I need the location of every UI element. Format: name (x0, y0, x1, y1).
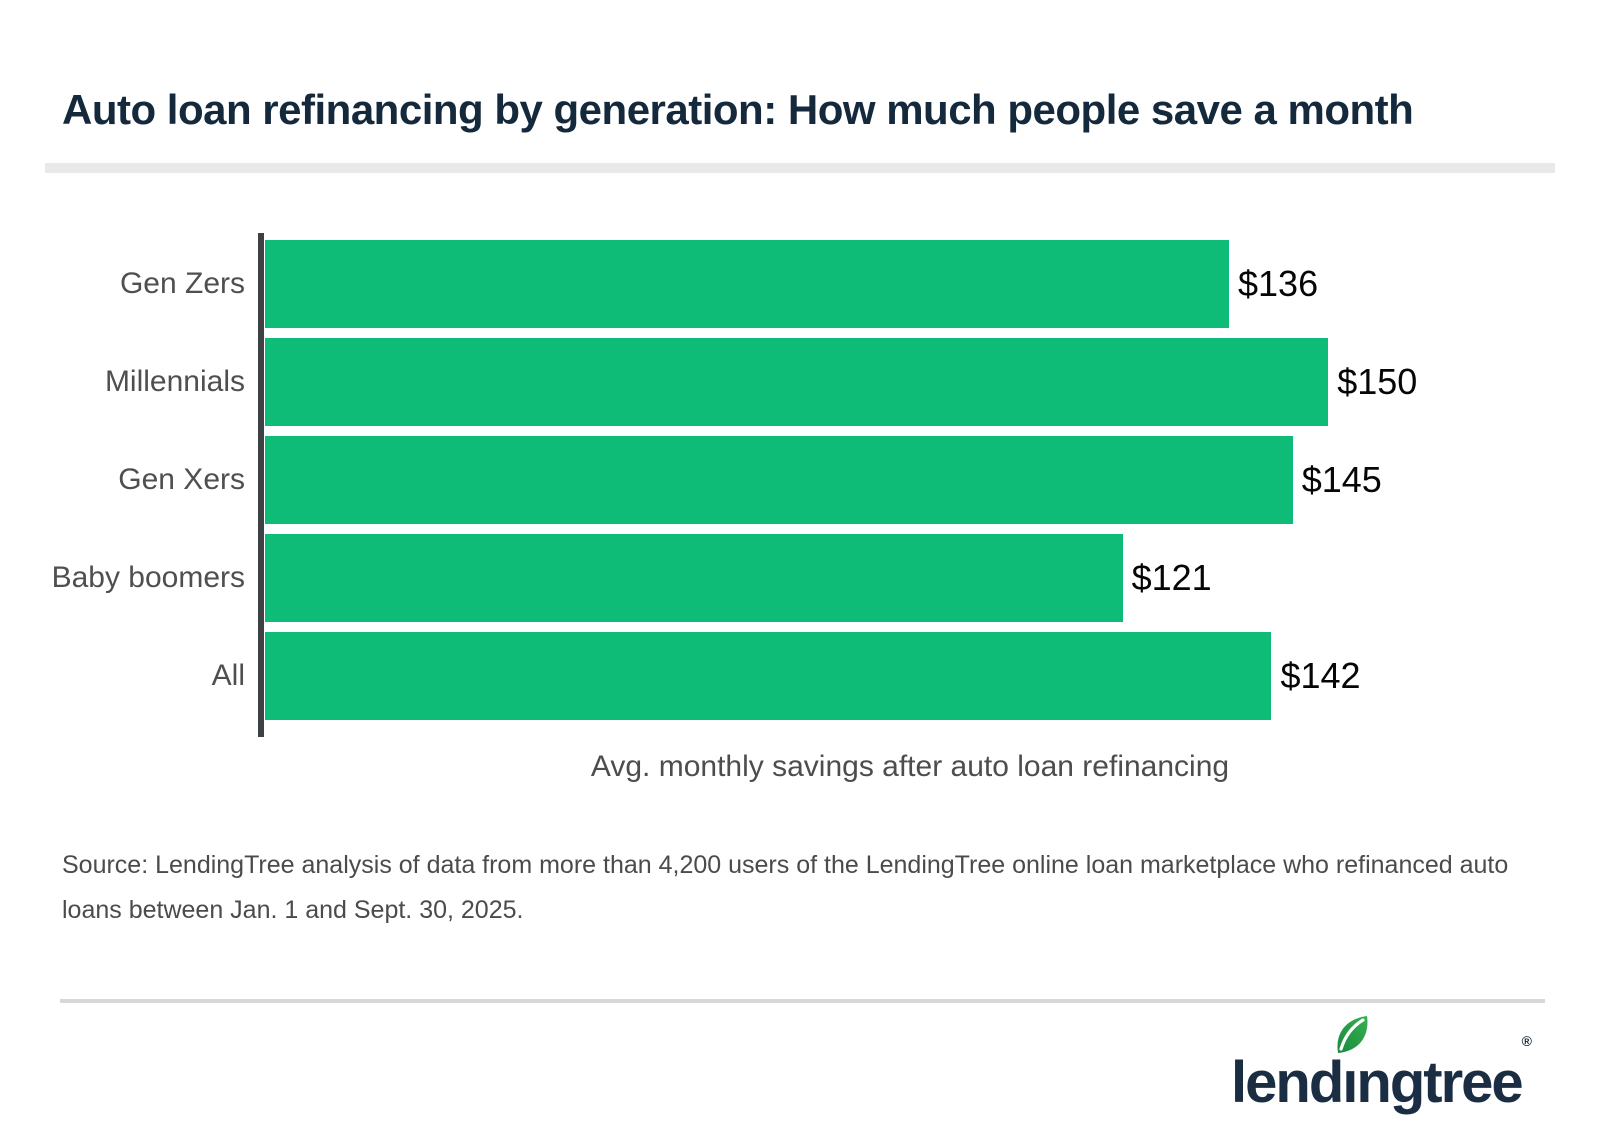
title-divider (45, 163, 1555, 173)
chart-row: All $142 (0, 632, 1600, 720)
bar-area: $142 (265, 632, 1555, 720)
chart-row: Baby boomers $121 (0, 534, 1600, 622)
chart-row: Gen Zers $136 (0, 240, 1600, 328)
page-title: Auto loan refinancing by generation: How… (62, 86, 1414, 133)
value-label: $145 (1301, 459, 1382, 500)
category-label: Baby boomers (51, 561, 245, 594)
bar-area: $136 (265, 240, 1555, 328)
category-label: Gen Xers (118, 463, 245, 496)
category-label: Gen Zers (119, 267, 245, 300)
category-label: Millennials (104, 365, 245, 398)
bar-chart: Gen Zers $136 Millennials $150 Gen Xers … (0, 240, 1600, 720)
value-label: $142 (1280, 655, 1361, 696)
bar-gen-zers (265, 240, 1230, 328)
value-label: $150 (1337, 361, 1418, 402)
lendingtree-logo: lend ı ngtree ® (1231, 1016, 1532, 1115)
bar-rows: Gen Zers $136 Millennials $150 Gen Xers … (0, 240, 1600, 720)
bar-baby-boomers (265, 534, 1123, 622)
source-text: Source: LendingTree analysis of data fro… (62, 851, 1509, 924)
bar-area: $150 (265, 338, 1555, 426)
value-label: $121 (1131, 557, 1212, 598)
leaf-icon (1337, 1016, 1368, 1053)
bar-millennials (265, 338, 1329, 426)
bar-gen-xers (265, 436, 1293, 524)
footer-divider (60, 999, 1545, 1003)
logo-text-pre: lend (1231, 1050, 1344, 1115)
bar-area: $145 (265, 436, 1555, 524)
logo-letter-i: ı (1337, 1016, 1368, 1112)
bar-all (265, 632, 1272, 720)
value-label: $136 (1238, 263, 1319, 304)
chart-row: Gen Xers $145 (0, 436, 1600, 524)
registered-mark: ® (1521, 1033, 1532, 1049)
category-label: All (211, 659, 245, 692)
y-axis-line (258, 233, 264, 737)
bar-area: $121 (265, 534, 1555, 622)
chart-row: Millennials $150 (0, 338, 1600, 426)
x-axis-label: Avg. monthly savings after auto loan ref… (590, 750, 1230, 783)
logo-text-post: ngtree (1356, 1050, 1523, 1115)
